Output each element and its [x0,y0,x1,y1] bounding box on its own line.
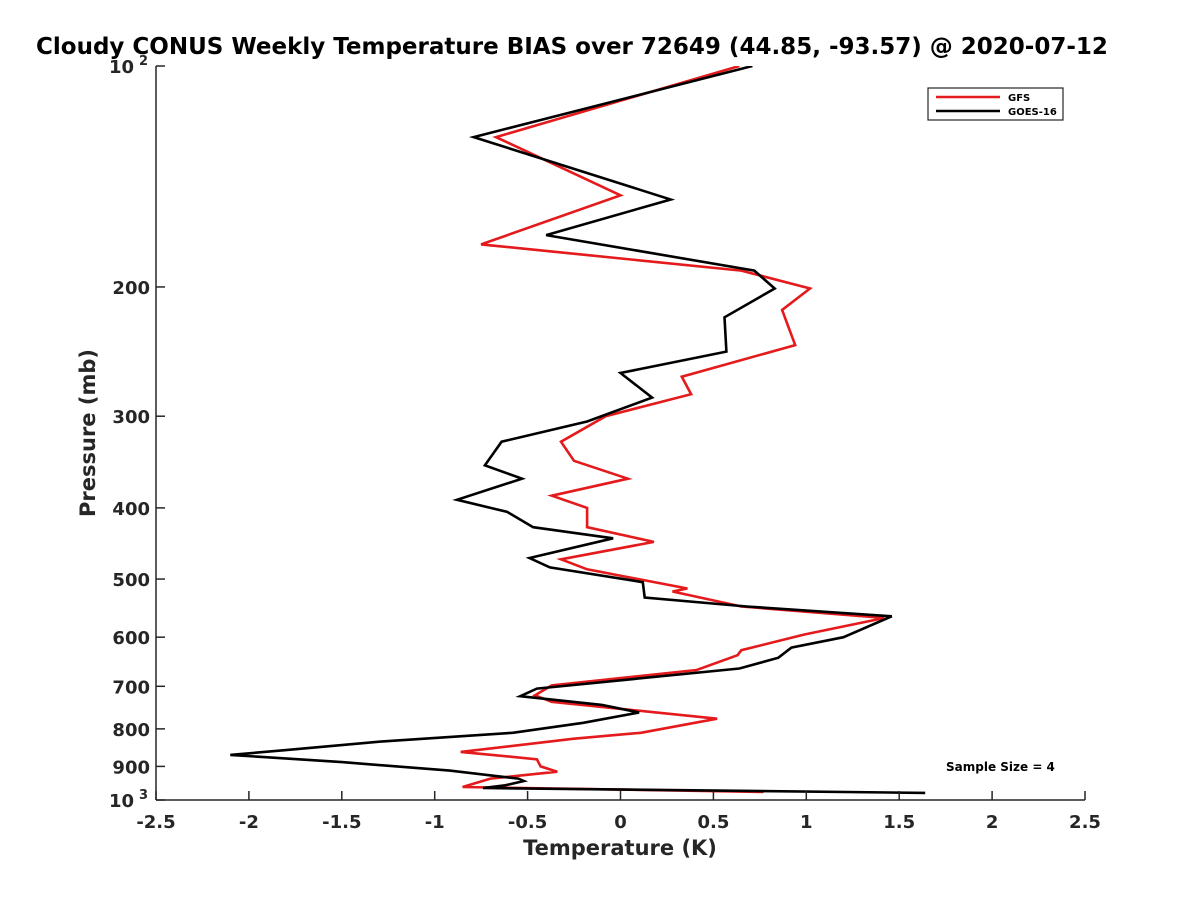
chart-title: Cloudy CONUS Weekly Temperature BIAS ove… [36,34,1108,60]
y-ticks: 10 2 200 300 400 500 600 700 800 900 10 3 [109,54,165,812]
y-axis-label: Pressure (mb) [76,349,100,517]
y-tick-label: 400 [112,499,150,520]
y-tick-label: 900 [112,757,150,778]
x-tick-label: 1 [800,812,813,833]
x-tick-label: 2 [986,812,999,833]
x-tick-label: -1.5 [322,812,361,833]
y-tick-label: 800 [112,720,150,741]
y-tick-exponent: 3 [139,788,148,803]
x-tick-label: 2.5 [1069,812,1101,833]
legend: GFS GOES-16 [927,87,1064,121]
legend-box [927,87,1064,121]
y-tick-label: 10 [109,791,134,812]
x-tick-label: -1 [425,812,445,833]
series-line-gfs [460,66,885,794]
y-tick-label: 300 [112,407,150,428]
series-layer [230,66,926,795]
x-tick-label: 0 [614,812,627,833]
x-tick-label: 0.5 [697,812,729,833]
x-tick-label: -2.5 [136,812,175,833]
y-tick-label: 200 [112,278,150,299]
y-tick-label: 600 [112,628,150,649]
y-tick-exponent: 2 [139,54,148,69]
x-axis-label: Temperature (K) [523,836,717,860]
x-tick-label: -2 [239,812,259,833]
y-tick-label: 500 [112,570,150,591]
x-tick-label: -0.5 [508,812,547,833]
x-tick-label: 1.5 [883,812,915,833]
series-line-goes-16 [230,66,926,795]
legend-label-goes16: GOES-16 [1008,107,1057,118]
x-ticks: -2.5 -2 -1.5 -1 -0.5 0 0.5 1 1.5 2 2.5 [136,791,1101,833]
legend-label-gfs: GFS [1008,93,1030,104]
y-tick-label: 700 [112,677,150,698]
y-tick-label: 10 [109,57,134,78]
sample-size-annotation: Sample Size = 4 [946,760,1055,774]
